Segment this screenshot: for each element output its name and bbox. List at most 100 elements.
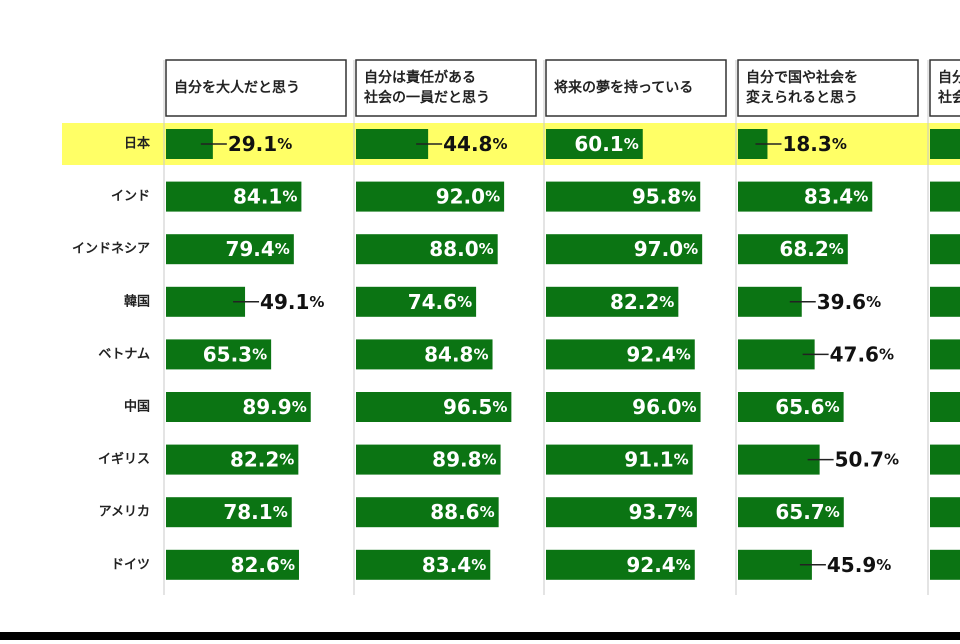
- data-label: 44.8%: [443, 132, 507, 156]
- series-header-box: [737, 59, 919, 117]
- data-label: 60.1%: [574, 132, 638, 156]
- bar: [930, 392, 960, 422]
- bar: [356, 549, 491, 580]
- series-header-text: 変えられると思う: [746, 89, 858, 106]
- bar: [546, 234, 703, 265]
- bar: [930, 181, 960, 212]
- bar: [356, 234, 498, 265]
- bar: [930, 549, 960, 580]
- bar: [738, 392, 844, 422]
- bar: [546, 181, 701, 212]
- data-label: 88.0%: [429, 237, 493, 261]
- bar: [930, 497, 960, 528]
- bottom-bar: [0, 632, 960, 640]
- data-label: 95.8%: [632, 185, 696, 209]
- category-label: ドイツ: [111, 557, 150, 572]
- bar: [738, 497, 844, 528]
- series-header-box: [165, 59, 347, 117]
- data-label: 29.1%: [228, 132, 292, 156]
- category-label: インドネシア: [72, 242, 150, 257]
- data-label: 92.4%: [626, 342, 690, 366]
- data-label: 18.3%: [782, 132, 846, 156]
- data-label: 50.7%: [835, 448, 899, 472]
- bar: [738, 549, 812, 580]
- category-label: ベトナム: [98, 347, 150, 362]
- bar: [356, 286, 477, 317]
- data-label: 83.4%: [804, 185, 868, 209]
- data-label: 89.8%: [432, 448, 496, 472]
- data-label: 79.4%: [225, 237, 289, 261]
- data-label: 88.6%: [430, 500, 494, 524]
- data-label: 65.6%: [775, 395, 839, 419]
- category-label: 中国: [124, 399, 150, 415]
- bar: [546, 392, 701, 422]
- series-header-box: [929, 59, 960, 117]
- bar: [930, 444, 960, 475]
- data-label: 82.2%: [610, 290, 674, 314]
- data-label: 83.4%: [422, 553, 486, 577]
- series-header-text: 自分で国や社会を: [746, 69, 858, 86]
- data-label: 49.1%: [260, 290, 324, 314]
- data-label: 91.1%: [624, 448, 688, 472]
- series-header-text: 将来の夢を持っている: [554, 79, 693, 96]
- data-label: 82.2%: [230, 448, 294, 472]
- series-header-text: 自分を大人だと思う: [174, 79, 300, 96]
- bar: [546, 339, 695, 370]
- bar: [738, 234, 848, 265]
- bar: [166, 392, 311, 422]
- bar: [546, 286, 679, 317]
- series-0: 自分を大人だと思う 29.1% 84.1% 79.4% 49.1% 65.3% 89.9% 8…: [165, 59, 347, 580]
- data-label: 84.8%: [424, 342, 488, 366]
- category-label: イギリス: [98, 451, 150, 467]
- bar: [930, 286, 960, 317]
- series-header-text: 自分: [938, 69, 960, 86]
- bar: [738, 339, 815, 370]
- data-label: 68.2%: [779, 237, 843, 261]
- data-label: 92.0%: [436, 185, 500, 209]
- data-label: 89.9%: [242, 395, 306, 419]
- data-label: 78.1%: [223, 500, 287, 524]
- bar: [546, 444, 693, 475]
- data-label: 39.6%: [817, 290, 881, 314]
- bar: [166, 286, 246, 317]
- data-label: 97.0%: [634, 237, 698, 261]
- data-label: 65.3%: [203, 342, 267, 366]
- data-label: 84.1%: [233, 185, 297, 209]
- data-label: 45.9%: [827, 553, 891, 577]
- data-label: 47.6%: [830, 342, 894, 366]
- bar: [166, 181, 302, 212]
- bar: [166, 339, 272, 370]
- bar: [166, 444, 299, 475]
- bar: [738, 181, 873, 212]
- data-label: 96.0%: [632, 395, 696, 419]
- data-label: 92.4%: [626, 553, 690, 577]
- data-label: 65.7%: [775, 500, 839, 524]
- bar: [356, 392, 512, 422]
- bar: [930, 129, 960, 159]
- bar: [166, 549, 299, 580]
- bar: [546, 549, 695, 580]
- data-label: 82.6%: [231, 553, 295, 577]
- bar: [356, 497, 499, 528]
- bar: [546, 497, 697, 528]
- data-label: 93.7%: [628, 500, 692, 524]
- series-header-text: 自分は責任がある: [364, 69, 476, 86]
- data-label: 96.5%: [443, 395, 507, 419]
- series-header-box: [355, 59, 537, 117]
- category-label: 韓国: [124, 293, 150, 309]
- bar: [356, 129, 429, 159]
- bar: [738, 444, 820, 475]
- bar: [930, 234, 960, 265]
- series-header-text: 社会: [937, 89, 960, 106]
- data-label: 74.6%: [408, 290, 472, 314]
- series-header-text: 社会の一員だと思う: [363, 89, 490, 106]
- series-header-box: [545, 59, 727, 117]
- series-2: 将来の夢を持っている 60.1% 95.8% 97.0% 82.2% 92.4% 96.0%…: [545, 59, 727, 580]
- bar: [356, 444, 501, 475]
- category-label: アメリカ: [99, 505, 150, 520]
